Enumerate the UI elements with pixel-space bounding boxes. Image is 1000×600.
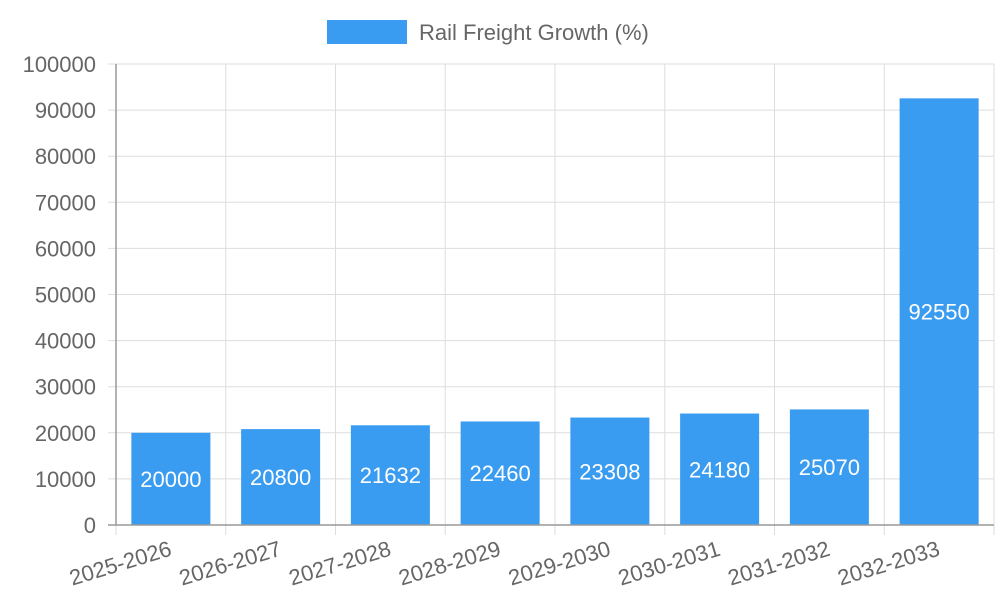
legend-swatch <box>327 20 407 44</box>
y-tick-label: 90000 <box>35 98 96 123</box>
bars-layer: 20000 20800 21632 22460 23308 24180 25070 92550 <box>131 98 979 526</box>
x-tick-label: 2025-2026 <box>66 536 174 591</box>
x-tick-label: 2028-2029 <box>396 536 504 591</box>
y-tick-label: 30000 <box>35 375 96 400</box>
y-tick-label: 10000 <box>35 467 96 492</box>
x-tick-label: 2030-2031 <box>615 536 723 591</box>
data-label: 20000 <box>140 467 201 492</box>
bar <box>241 429 321 525</box>
y-tick-label: 70000 <box>35 190 96 215</box>
y-tick-label: 80000 <box>35 144 96 169</box>
data-label: 25070 <box>799 455 860 480</box>
x-tick-label: 2032-2033 <box>835 536 943 591</box>
bar <box>131 432 211 525</box>
y-tick-label: 0 <box>84 513 96 538</box>
x-tick-label: 2026-2027 <box>176 536 284 591</box>
legend-label: Rail Freight Growth (%) <box>419 20 649 45</box>
bar <box>570 417 650 525</box>
bar <box>460 421 540 525</box>
bar <box>899 98 979 526</box>
y-tick-label: 40000 <box>35 329 96 354</box>
legend[interactable]: Rail Freight Growth (%) <box>327 20 649 45</box>
y-tick-label: 20000 <box>35 421 96 446</box>
bar <box>350 425 430 525</box>
data-label: 22460 <box>470 461 531 486</box>
bar <box>680 413 760 525</box>
x-tick-label: 2029-2030 <box>505 536 613 591</box>
x-tick-label: 2031-2032 <box>725 536 833 591</box>
data-label: 24180 <box>689 457 750 482</box>
bar <box>789 409 869 525</box>
data-label: 21632 <box>360 463 421 488</box>
y-tick-label: 50000 <box>35 283 96 308</box>
data-label: 92550 <box>909 300 970 325</box>
y-tick-label: 60000 <box>35 236 96 261</box>
x-tick-label: 2027-2028 <box>286 536 394 591</box>
data-label: 20800 <box>250 465 311 490</box>
data-label: 23308 <box>579 459 640 484</box>
y-tick-label: 100000 <box>23 52 96 77</box>
